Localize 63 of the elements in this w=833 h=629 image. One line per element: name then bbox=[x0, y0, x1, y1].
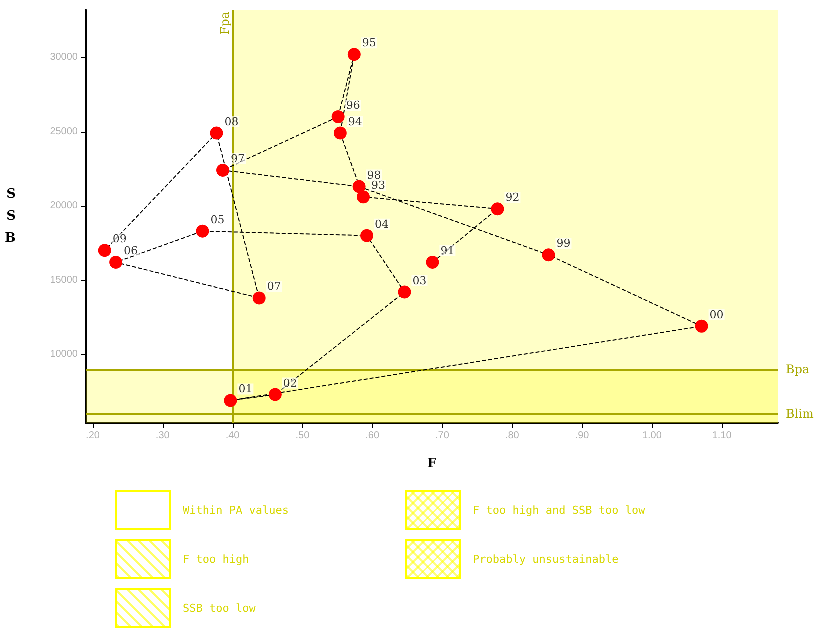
point bbox=[426, 256, 440, 270]
x-tick-label: .20 bbox=[86, 430, 100, 442]
annotation: 97 bbox=[231, 152, 245, 166]
point bbox=[252, 292, 266, 305]
point bbox=[216, 164, 230, 177]
ref-line-label: Fpa bbox=[218, 12, 232, 36]
x-tick-label: .70 bbox=[436, 430, 450, 442]
annotation: 99 bbox=[556, 237, 571, 250]
text: Probably unsustainable bbox=[473, 552, 619, 566]
point bbox=[398, 286, 412, 299]
annotation: 04 bbox=[374, 218, 389, 231]
annotation: 91 bbox=[440, 244, 455, 258]
annotation: 02 bbox=[283, 376, 298, 390]
annotation: 98 bbox=[367, 168, 382, 182]
annotation: 08 bbox=[224, 115, 239, 128]
band-label: SSB too low bbox=[183, 602, 256, 614]
point bbox=[357, 190, 370, 204]
point bbox=[110, 256, 123, 270]
x-tick-label: .60 bbox=[366, 430, 380, 442]
text: Within PA values bbox=[183, 504, 289, 516]
point bbox=[210, 126, 224, 140]
ref-line-label: Bpa bbox=[786, 362, 810, 377]
annotation: 92 bbox=[506, 191, 520, 204]
annotation: 95 bbox=[362, 36, 376, 50]
y-tick-label: 10000 bbox=[50, 349, 78, 360]
point bbox=[352, 180, 366, 194]
annotation: 03 bbox=[412, 274, 427, 288]
y-tick-label: 15000 bbox=[50, 274, 78, 286]
x-axis-title: F bbox=[427, 456, 438, 472]
x-tick-label: .30 bbox=[156, 430, 170, 442]
band-label: F too high bbox=[183, 552, 250, 566]
point bbox=[224, 394, 238, 408]
point bbox=[360, 229, 374, 242]
y-tick-label: 25000 bbox=[50, 126, 78, 138]
point bbox=[695, 320, 708, 333]
annotation: 94 bbox=[348, 115, 362, 128]
text: F too high and SSB too low bbox=[473, 504, 646, 516]
annotation: 07 bbox=[267, 280, 282, 294]
x-tick-label: .50 bbox=[296, 430, 310, 442]
y-tick-label: 20000 bbox=[50, 200, 78, 212]
annotation: 96 bbox=[346, 98, 360, 112]
y-tick-label: 30000 bbox=[50, 52, 78, 64]
annotation: 00 bbox=[710, 308, 724, 322]
annotation: 93 bbox=[372, 179, 386, 192]
annotation: 01 bbox=[238, 382, 253, 396]
x-tick-label: 1.10 bbox=[712, 430, 732, 442]
annotation: 05 bbox=[210, 213, 225, 226]
point bbox=[98, 244, 112, 258]
point bbox=[348, 48, 361, 62]
point bbox=[268, 388, 282, 402]
point bbox=[334, 126, 347, 140]
x-tick-label: .80 bbox=[505, 430, 520, 442]
ref-line-label: Blim bbox=[786, 407, 814, 422]
point bbox=[491, 202, 504, 216]
point bbox=[542, 248, 556, 262]
x-tick-label: 1.00 bbox=[642, 430, 662, 442]
point bbox=[332, 110, 345, 124]
y-axis-title: SSB bbox=[5, 187, 16, 246]
x-tick-label: .90 bbox=[575, 430, 590, 442]
annotation: 06 bbox=[124, 244, 138, 258]
x-tick-label: .40 bbox=[226, 430, 240, 442]
point bbox=[196, 224, 210, 238]
annotation: 09 bbox=[112, 232, 127, 246]
